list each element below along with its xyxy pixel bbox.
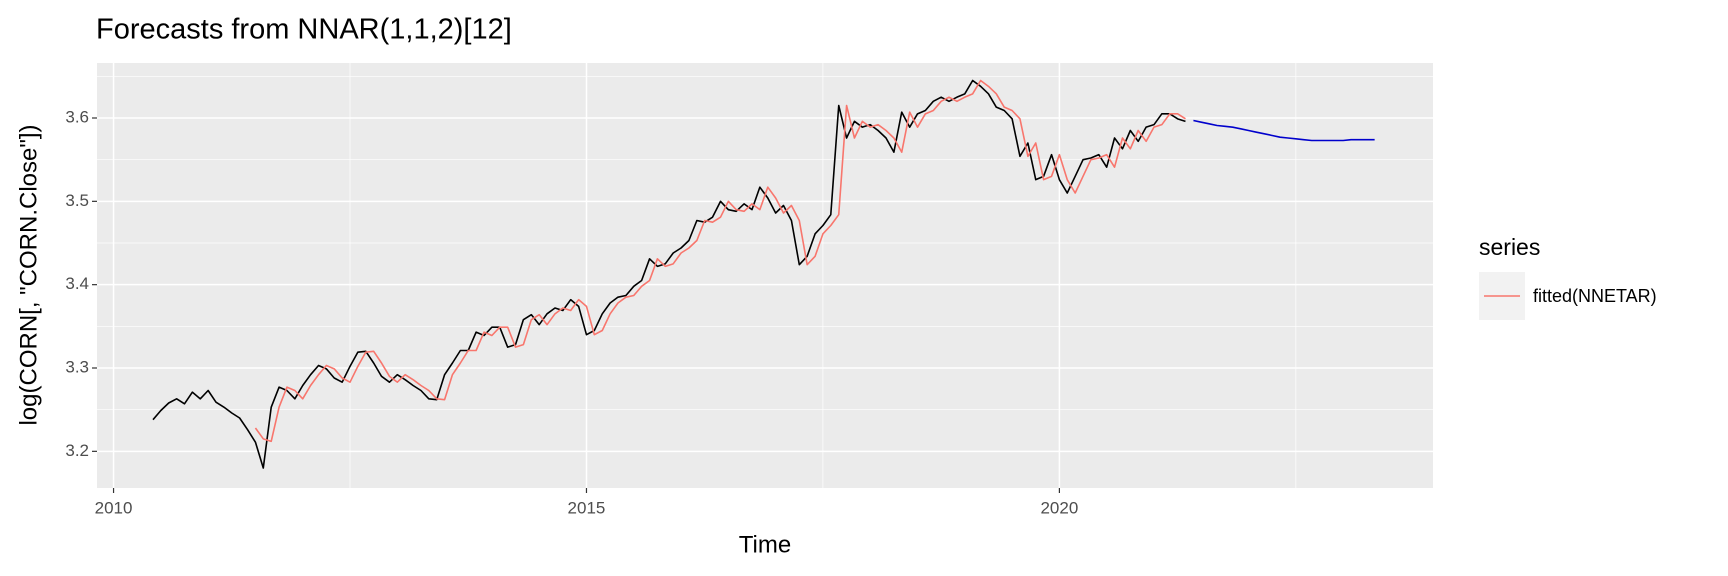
y-tick-label: 3.5 <box>65 191 89 210</box>
series-line <box>1193 119 1375 142</box>
y-axis-label: log(CORN[, "CORN.Close"]) <box>15 124 42 425</box>
legend-label: fitted(NNETAR) <box>1533 286 1657 306</box>
series-line <box>254 79 1186 443</box>
chart-title: Forecasts from NNAR(1,1,2)[12] <box>96 14 512 46</box>
x-tick-label: 2020 <box>1040 498 1078 517</box>
plot-panel <box>97 63 1433 488</box>
legend-title: series <box>1479 234 1540 260</box>
x-tick-label: 2015 <box>568 498 606 517</box>
y-tick-label: 3.6 <box>65 107 89 126</box>
y-tick-label: 3.2 <box>65 441 89 460</box>
x-axis-label: Time <box>739 531 791 558</box>
series-line <box>152 79 1186 469</box>
x-tick-label: 2010 <box>95 498 133 517</box>
y-tick-label: 3.3 <box>65 357 89 376</box>
y-tick-label: 3.4 <box>65 274 89 293</box>
